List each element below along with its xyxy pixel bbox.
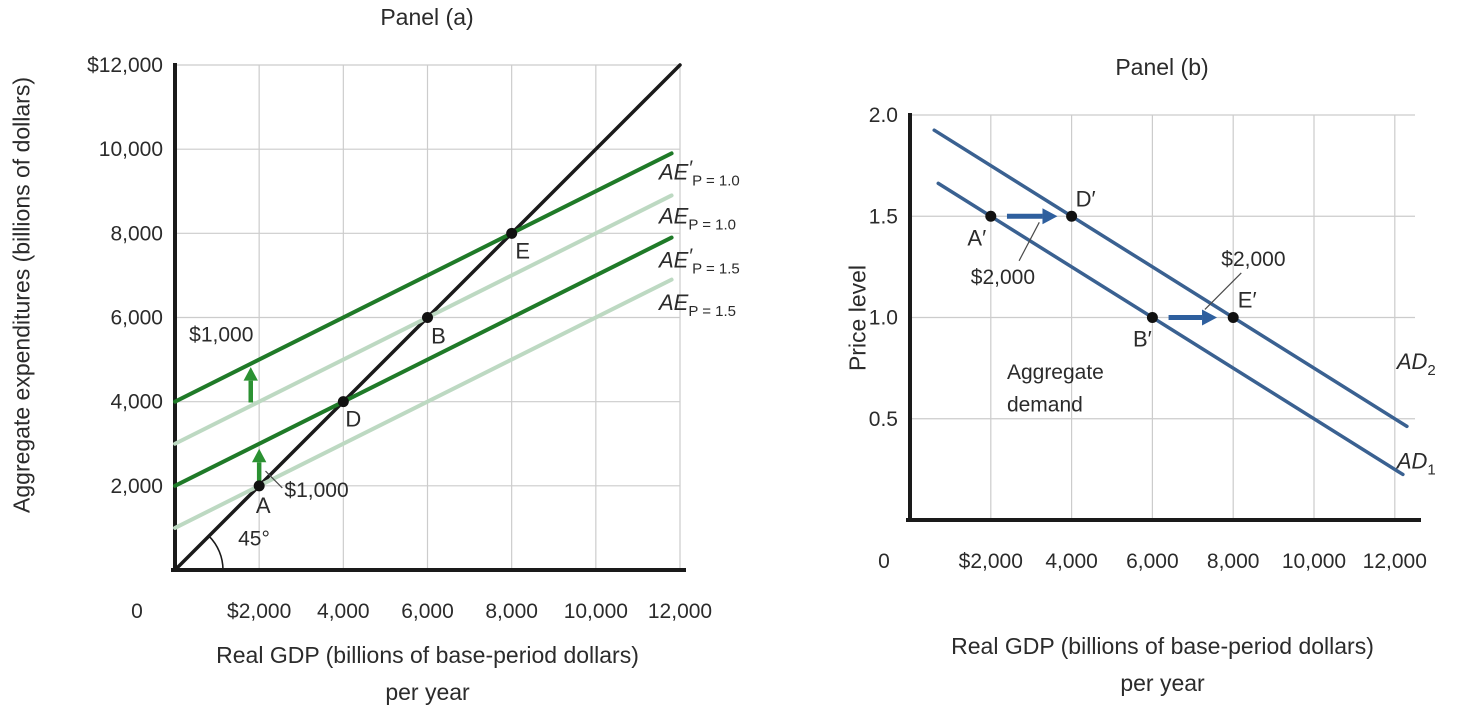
annotation-text: $2,000 [1221, 248, 1285, 271]
curve-label: AE′P = 1.5 [657, 246, 740, 278]
panel-b-chart: AD2 AD1 A′ D′ B′ E′ $2,000 $2,000 Aggregate deman… [869, 104, 1436, 573]
leader-line [1018, 222, 1040, 262]
point-E′ [1227, 312, 1239, 323]
x-tick-label: 0 [131, 600, 143, 623]
annotation-text: $1,000 [284, 479, 348, 502]
panel-a-x-axis-title-line1: Real GDP (billions of base-period dollar… [216, 642, 639, 668]
angle-arc [208, 535, 224, 571]
x-tick-label: 8,000 [1207, 550, 1260, 573]
annotation-text: $1,000 [189, 323, 253, 346]
x-tick-label: 10,000 [1282, 550, 1346, 573]
curve-label: AE′P = 1.0 [657, 157, 740, 189]
point-E [506, 227, 518, 239]
y-tick-label: $12,000 [87, 54, 163, 77]
panel-a-x-axis-title-line2: per year [385, 679, 470, 705]
curve-label: AEP = 1.5 [657, 290, 736, 320]
x-tick-label: 0 [878, 550, 890, 573]
point-D [337, 396, 349, 408]
shift-arrow-head [243, 367, 258, 381]
y-tick-label: 8,000 [110, 222, 163, 245]
curve-label: AD2 [1395, 349, 1436, 379]
x-tick-label: 4,000 [317, 600, 370, 623]
point-A [253, 480, 265, 492]
panel-b-title: Panel (b) [1115, 54, 1209, 80]
panel-a-x-axis-title: Real GDP (billions of base-period dollar… [175, 637, 680, 711]
series-AE-prime-P-1.0 [173, 151, 674, 404]
y-tick-label: 1.0 [869, 307, 898, 330]
point-B′ [1146, 312, 1158, 323]
shift-arrow-head [251, 448, 267, 463]
panel-a-chart: AE′P = 1.0 AEP = 1.0 AE′P = 1.5 AEP = 1.5 A D… [87, 54, 740, 623]
series-AD2 [932, 128, 1409, 429]
panel-a-title: Panel (a) [380, 4, 474, 30]
annotation-text: 45° [238, 527, 270, 550]
point-label-B′: B′ [1133, 327, 1152, 352]
x-tick-label: 6,000 [1126, 550, 1179, 573]
curve-label: AEP = 1.0 [657, 204, 736, 234]
x-tick-label: 10,000 [564, 600, 628, 623]
point-label-A: A [256, 493, 271, 518]
annotation-text: demand [1007, 394, 1083, 417]
shift-arrow-head [1202, 309, 1218, 326]
panel-b-x-axis-title: Real GDP (billions of base-period dollar… [890, 628, 1435, 702]
point-D′ [1066, 210, 1078, 222]
panel-b-x-axis-title-line1: Real GDP (billions of base-period dollar… [951, 633, 1374, 659]
point-label-D: D [345, 407, 361, 432]
point-label-B: B [431, 324, 446, 349]
y-tick-label: 10,000 [99, 138, 163, 161]
y-tick-label: 2,000 [110, 475, 163, 498]
series-AD1 [936, 181, 1405, 477]
x-tick-label: $2,000 [227, 600, 291, 623]
point-A′ [985, 210, 997, 222]
y-tick-label: 1.5 [869, 205, 898, 228]
y-tick-label: 6,000 [110, 307, 163, 330]
leader-line [265, 470, 283, 489]
shift-arrow-head [1042, 208, 1058, 225]
y-tick-label: 4,000 [110, 391, 163, 414]
x-tick-label: 4,000 [1045, 550, 1098, 573]
annotation-text: $2,000 [971, 266, 1035, 289]
y-tick-label: 0.5 [869, 408, 898, 431]
point-label-A′: A′ [967, 225, 986, 250]
point-B [422, 312, 433, 323]
x-tick-label: 12,000 [648, 600, 712, 623]
curve-label: AD1 [1395, 448, 1436, 478]
point-label-D′: D′ [1076, 186, 1096, 211]
leader-line [1204, 272, 1242, 310]
series-AE-prime-P-1.5 [173, 235, 674, 488]
panel-b-x-axis-title-line2: per year [1120, 670, 1205, 696]
point-label-E: E [515, 238, 530, 263]
panel-a-y-axis-title: Aggregate expenditures (billions of doll… [8, 77, 35, 513]
point-label-E′: E′ [1238, 288, 1257, 313]
x-tick-label: $2,000 [959, 550, 1023, 573]
y-tick-label: 2.0 [869, 104, 898, 127]
annotation-text: Aggregate [1007, 361, 1104, 384]
x-tick-label: 8,000 [485, 600, 538, 623]
x-tick-label: 12,000 [1363, 550, 1427, 573]
x-tick-label: 6,000 [401, 600, 454, 623]
